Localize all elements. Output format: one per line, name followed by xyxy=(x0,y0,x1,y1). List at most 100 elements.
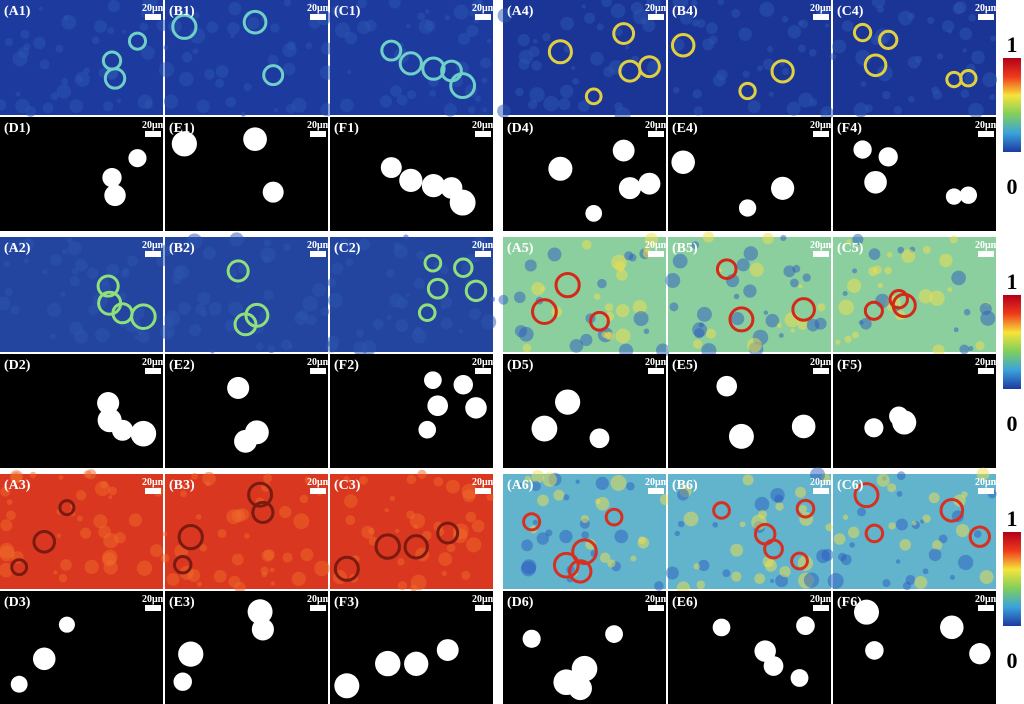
cell-ring xyxy=(421,56,446,81)
texture xyxy=(230,269,238,278)
texture xyxy=(84,559,99,574)
texture xyxy=(953,327,959,333)
texture xyxy=(951,270,966,286)
scale-bar-label: 20μm xyxy=(472,3,497,14)
scale-bar-label: 20μm xyxy=(975,240,1000,251)
panel-label: (C3) xyxy=(334,478,361,493)
texture xyxy=(624,251,634,261)
panel-label: (F3) xyxy=(334,595,359,610)
scale-bar-label: 20μm xyxy=(975,3,1000,14)
texture xyxy=(779,566,791,578)
texture xyxy=(308,1,315,8)
texture xyxy=(368,527,375,535)
texture xyxy=(518,326,534,342)
texture xyxy=(583,12,596,24)
texture xyxy=(702,231,715,243)
texture xyxy=(953,494,966,507)
scale-bar xyxy=(145,14,161,20)
texture xyxy=(787,25,802,39)
panel-label: (F1) xyxy=(334,121,359,136)
texture xyxy=(532,519,538,525)
texture xyxy=(626,482,635,491)
scale-bar xyxy=(145,368,161,374)
texture xyxy=(754,496,770,512)
texture xyxy=(163,45,169,51)
texture xyxy=(60,291,66,297)
texture xyxy=(896,491,903,497)
texture xyxy=(327,278,337,288)
texture xyxy=(808,48,817,57)
scale-bar xyxy=(310,605,326,611)
texture xyxy=(790,278,799,288)
texture xyxy=(778,333,784,338)
panel-label: (C2) xyxy=(334,241,361,256)
texture xyxy=(87,267,99,279)
texture xyxy=(886,251,893,258)
texture xyxy=(895,518,908,531)
texture xyxy=(186,233,203,250)
texture xyxy=(803,572,820,588)
texture xyxy=(776,323,782,329)
texture xyxy=(832,39,847,54)
scale-bar xyxy=(978,14,994,20)
texture xyxy=(696,19,706,28)
texture xyxy=(260,247,276,263)
texture xyxy=(497,104,511,118)
cell-ring xyxy=(522,512,542,532)
texture xyxy=(425,9,430,14)
texture xyxy=(75,490,87,501)
texture xyxy=(160,244,173,256)
cell-ring xyxy=(604,507,624,527)
texture xyxy=(824,23,830,28)
mask-blob xyxy=(243,127,267,152)
scale-bar-label: 20μm xyxy=(472,594,497,605)
texture xyxy=(938,534,948,544)
texture xyxy=(263,239,272,247)
scale-bar-label: 20μm xyxy=(645,357,670,368)
panel-label: (B4) xyxy=(672,4,698,19)
texture xyxy=(918,289,933,304)
cell-ring xyxy=(436,521,460,545)
texture xyxy=(581,4,587,9)
texture xyxy=(193,12,200,19)
texture xyxy=(569,339,584,353)
texture xyxy=(191,472,198,480)
panel-label: (E4) xyxy=(672,121,698,136)
texture xyxy=(489,296,496,303)
texture xyxy=(39,59,50,70)
texture xyxy=(712,74,726,87)
scale-bar-label: 20μm xyxy=(810,120,835,131)
scale-bar xyxy=(475,251,491,257)
texture xyxy=(114,531,126,544)
panel-label: (A5) xyxy=(507,241,534,256)
texture xyxy=(640,17,648,24)
texture xyxy=(692,89,702,99)
scale-bar-label: 20μm xyxy=(975,120,1000,131)
texture xyxy=(543,95,559,112)
texture xyxy=(610,3,626,19)
mask-blob xyxy=(945,188,963,205)
texture xyxy=(630,555,637,562)
scale-bar xyxy=(978,251,994,257)
texture xyxy=(160,553,170,563)
texture xyxy=(320,307,330,317)
texture xyxy=(291,571,306,587)
texture xyxy=(346,69,352,75)
colorbar xyxy=(1003,532,1021,626)
cell-ring xyxy=(770,59,795,84)
mask-blob xyxy=(548,156,573,181)
mask-blob xyxy=(427,395,449,417)
mask-blob xyxy=(853,140,872,159)
texture xyxy=(759,1,775,17)
scale-bar xyxy=(310,488,326,494)
texture xyxy=(384,508,389,513)
mask-panel xyxy=(668,354,831,468)
mask-blob xyxy=(771,176,795,200)
texture xyxy=(482,107,487,113)
texture xyxy=(513,291,526,304)
texture xyxy=(61,248,68,255)
scale-bar xyxy=(145,131,161,137)
mask-blob xyxy=(940,615,964,640)
texture xyxy=(968,346,974,352)
texture xyxy=(340,98,354,113)
